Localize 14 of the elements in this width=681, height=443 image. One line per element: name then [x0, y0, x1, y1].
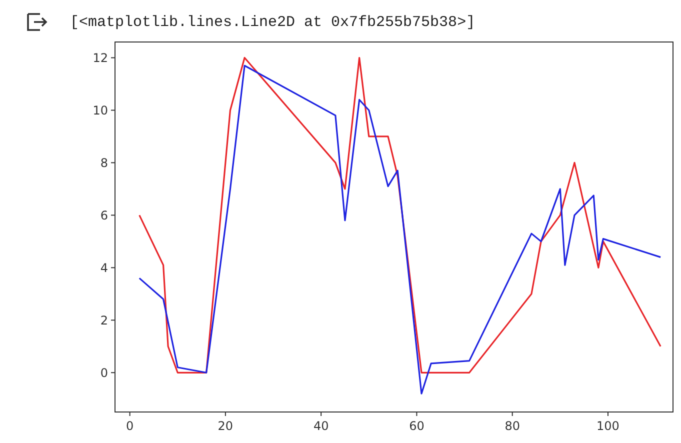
y-tick-label: 10 [92, 103, 108, 118]
y-tick-label: 0 [100, 366, 108, 380]
text: [<matplotlib.lines.Line2D at 0x7fb255b75b38>] [70, 14, 476, 31]
x-tick-label: 80 [504, 419, 520, 433]
x-tick-label: 100 [596, 419, 620, 433]
y-tick-label: 6 [100, 208, 108, 222]
x-tick-label: 60 [409, 419, 424, 433]
x-tick-label: 0 [126, 419, 134, 433]
y-tick-label: 12 [92, 50, 108, 65]
x-tick-label: 20 [218, 419, 234, 433]
y-tick-label: 4 [100, 260, 108, 275]
y-tick-label: 2 [100, 313, 108, 328]
y-tick-label: 8 [100, 156, 108, 170]
x-tick-label: 40 [313, 419, 329, 433]
